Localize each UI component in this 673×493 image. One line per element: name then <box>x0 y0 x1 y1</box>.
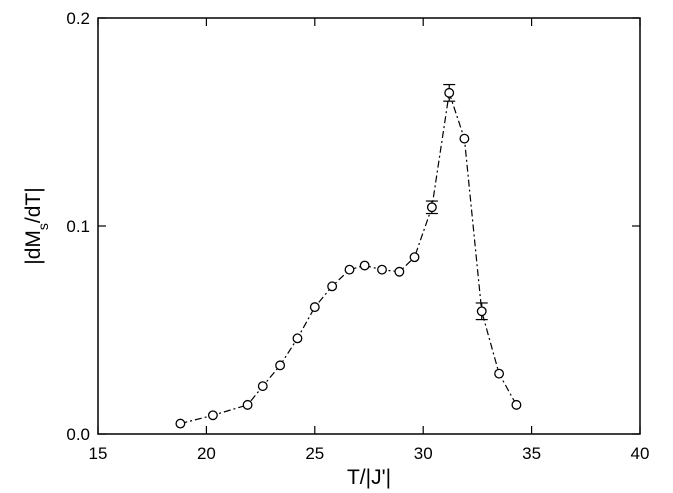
data-point <box>207 410 218 421</box>
data-point <box>344 264 355 275</box>
data-point <box>511 399 522 410</box>
y-tick-label: 0.1 <box>66 217 90 236</box>
x-tick-label: 40 <box>631 444 650 463</box>
data-point <box>309 302 320 313</box>
data-point <box>394 266 405 277</box>
data-point <box>257 381 268 392</box>
data-point <box>494 368 505 379</box>
data-point <box>175 418 186 429</box>
x-axis-title: T/|J'| <box>347 466 391 489</box>
data-point <box>275 360 286 371</box>
y-axis-title-post: /dT| <box>22 187 45 223</box>
data-point <box>292 333 303 344</box>
data-point <box>444 87 455 98</box>
plot-frame <box>97 17 641 435</box>
y-axis-title-pre: |dM <box>22 230 45 265</box>
data-point <box>242 399 253 410</box>
y-tick-label: 0.0 <box>66 425 90 444</box>
data-point <box>409 252 420 263</box>
x-tick-label: 30 <box>414 444 433 463</box>
data-point <box>459 133 470 144</box>
y-axis-title: |dMs/dT| <box>22 187 51 264</box>
data-point <box>327 281 338 292</box>
data-point <box>426 202 437 213</box>
x-tick-label: 20 <box>197 444 216 463</box>
y-tick-label: 0.2 <box>66 9 90 28</box>
data-point <box>359 260 370 271</box>
data-point <box>377 264 387 275</box>
data-point <box>476 306 487 317</box>
x-tick-label: 35 <box>522 444 541 463</box>
series-layer <box>175 83 522 429</box>
y-axis-title-sub: s <box>35 223 51 230</box>
axis-ticks: 15 20 25 30 35 40 0.0 0.1 0.2 <box>66 9 649 463</box>
x-tick-label: 25 <box>305 444 324 463</box>
x-tick-label: 15 <box>89 444 108 463</box>
